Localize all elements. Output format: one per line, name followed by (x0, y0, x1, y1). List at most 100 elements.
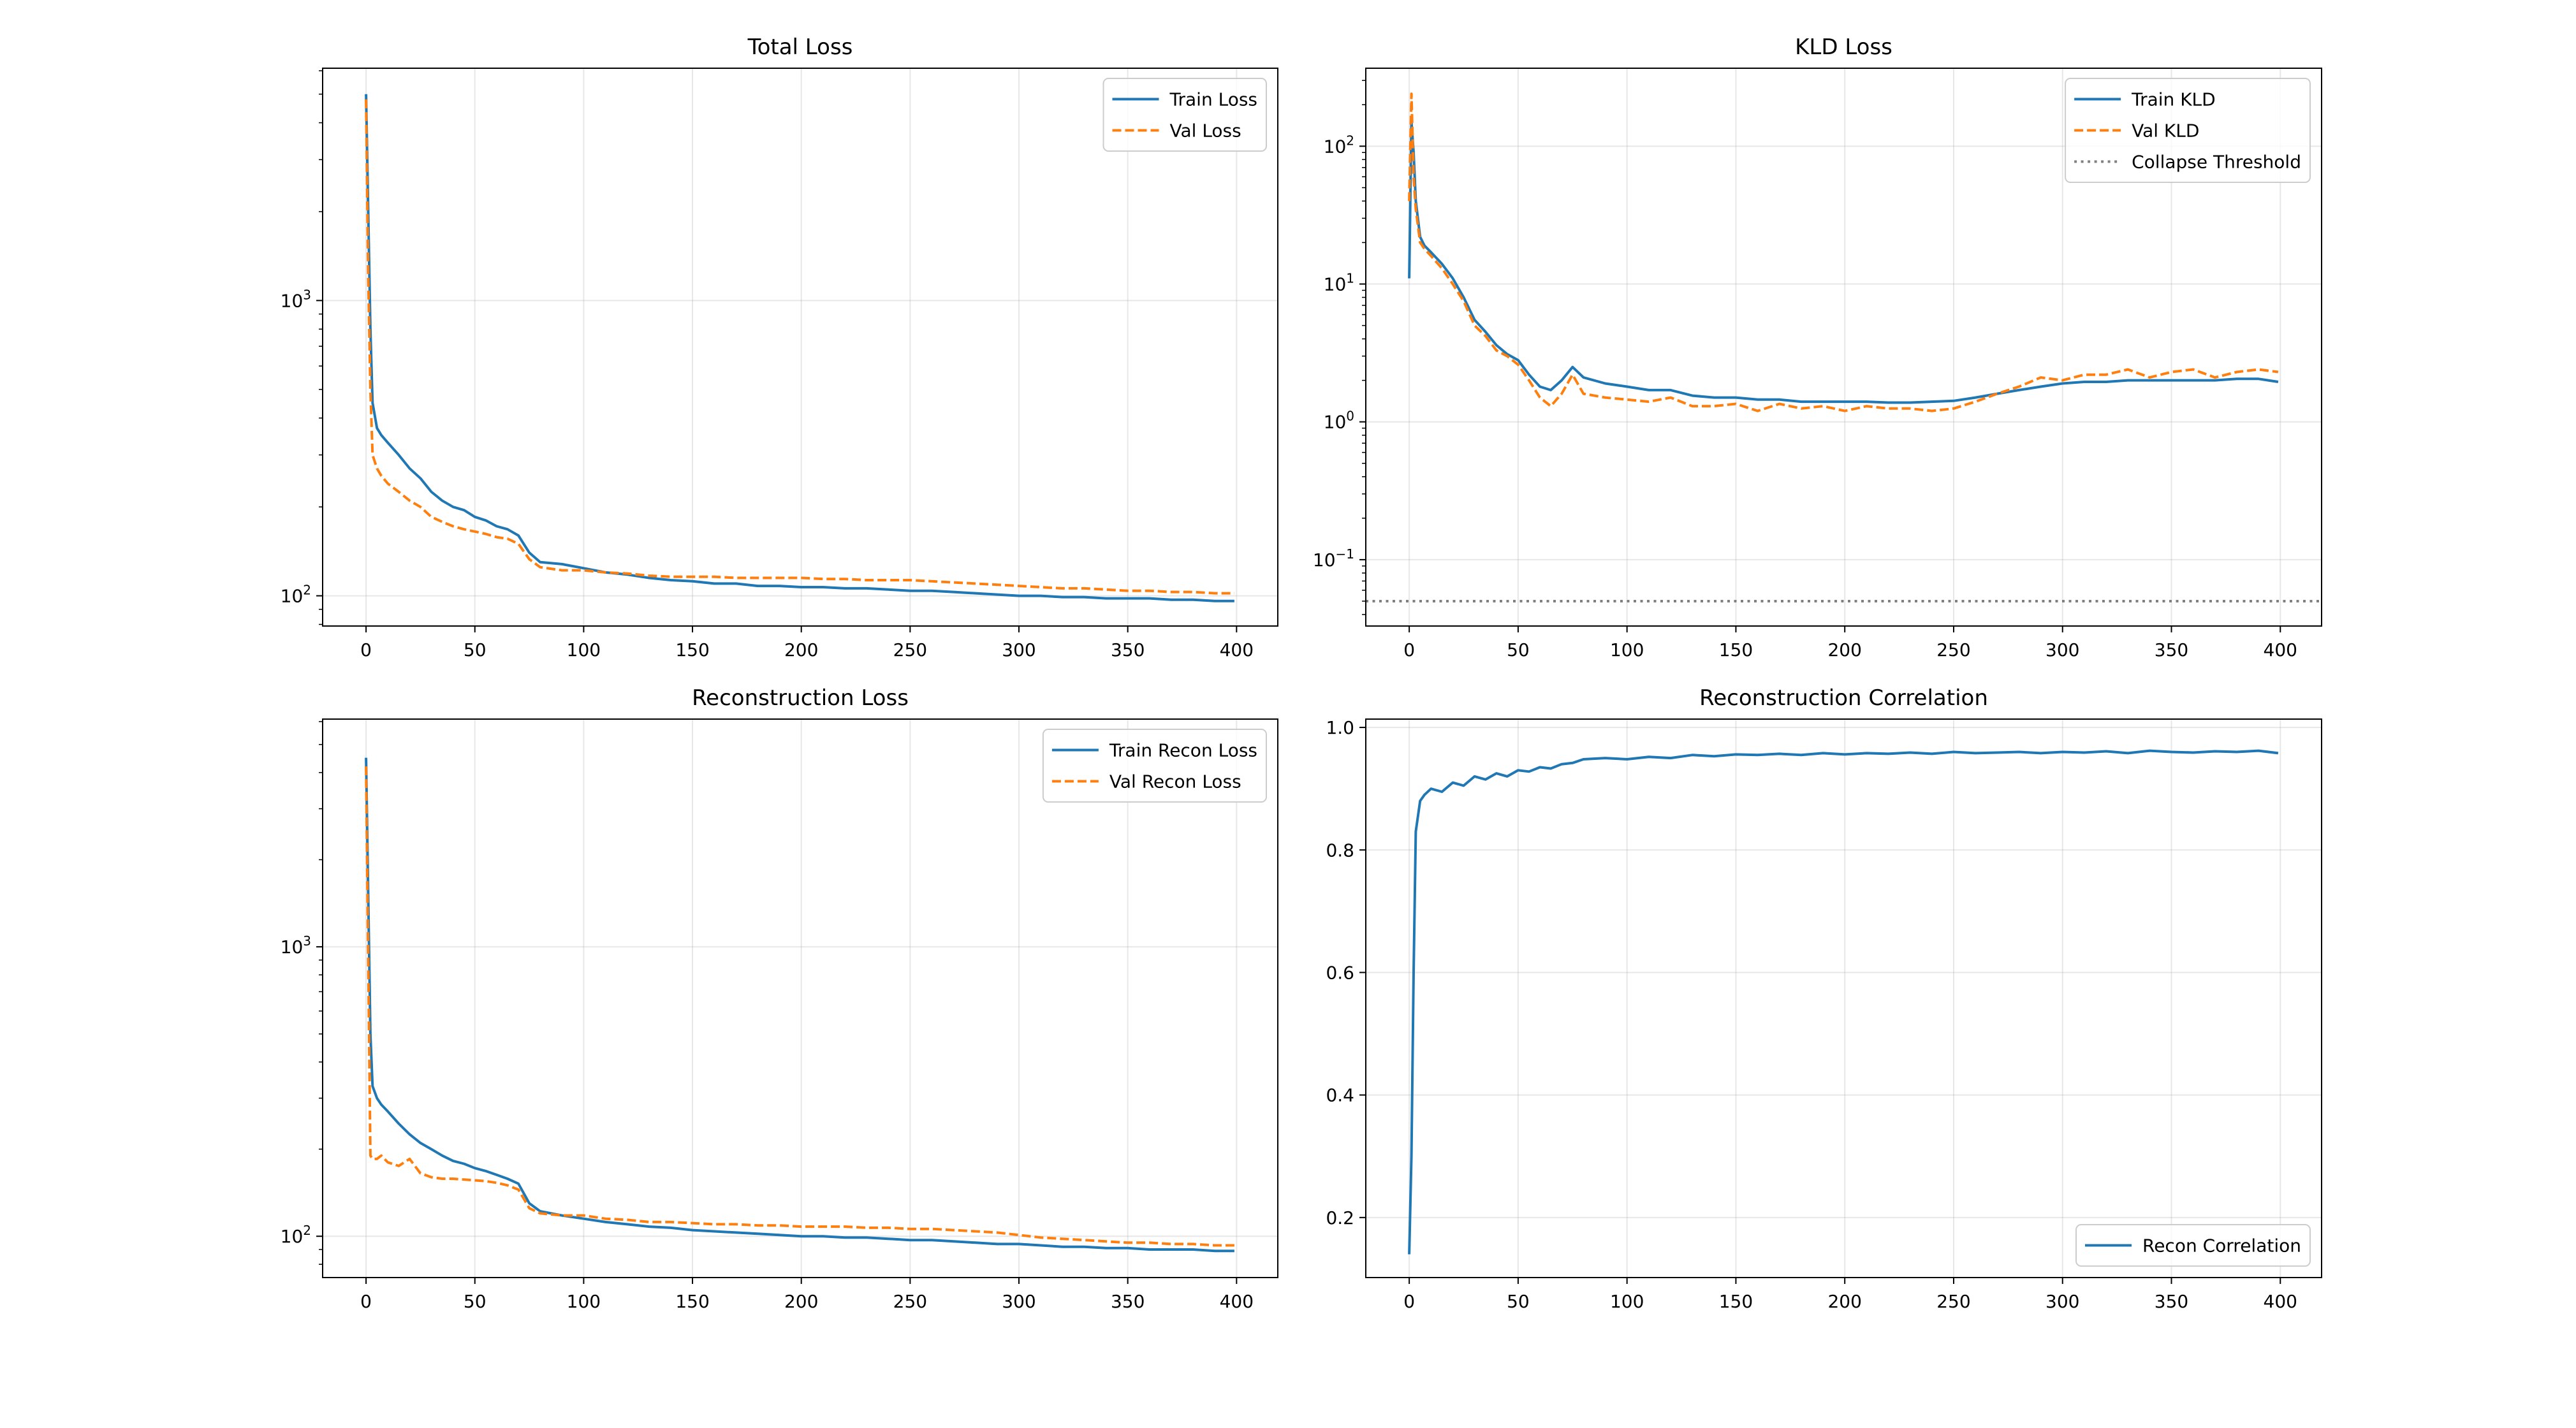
train-kld-line (1408, 120, 2279, 404)
y-tick-label-exponent: 1 (1346, 271, 1354, 286)
legend: Train Recon Loss Val Recon Loss (1042, 729, 1267, 803)
chart-title: Reconstruction Correlation (1699, 685, 1988, 711)
legend-label: Val Loss (1170, 120, 1241, 142)
legend-box (2065, 78, 2311, 183)
legend-label: Val Recon Loss (1109, 771, 1241, 792)
x-tick-label: 200 (1827, 639, 1861, 660)
y-tick-label: 0.2 (1326, 1207, 1354, 1228)
x-tick-label: 200 (1827, 1291, 1861, 1312)
x-tick-label: 150 (1719, 639, 1753, 660)
x-tick-label: 50 (1507, 639, 1530, 660)
x-tick-label: 50 (464, 1291, 487, 1312)
y-tick-label-base: 10 (281, 1226, 304, 1247)
legend-label: Train Recon Loss (1109, 740, 1257, 761)
legend: Train KLD Val KLD Collapse Threshold (2065, 78, 2311, 183)
x-tick-label: 350 (2155, 639, 2188, 660)
legend-label: Val KLD (2132, 120, 2199, 142)
x-tick-label: 250 (893, 1291, 927, 1312)
chart-title: KLD Loss (1795, 34, 1892, 60)
kld-loss-chart: 0 50 100 150 200 250 300 350 40010−1100101102KLD… (1313, 34, 2322, 660)
x-tick-label: 0 (360, 1291, 372, 1312)
y-tick-label-base: 10 (1313, 550, 1336, 571)
x-tick-label: 300 (2045, 1291, 2079, 1312)
x-tick-label: 350 (1111, 1291, 1145, 1312)
x-tick-label: 400 (2264, 639, 2297, 660)
x-tick-label: 0 (360, 639, 372, 660)
x-tick-label: 150 (675, 639, 709, 660)
axes-frame (1365, 68, 2322, 627)
y-tick-label-base: 10 (281, 586, 304, 607)
x-tick-label: 300 (1002, 1291, 1036, 1312)
legend-entry: Val KLD (2074, 120, 2199, 142)
legend-box (1102, 78, 1267, 152)
y-tick-label: 0.6 (1326, 962, 1354, 983)
y-tick-label-exponent: 2 (303, 1223, 311, 1238)
y-tick-label: 100 (1324, 409, 1354, 433)
x-tick-label: 350 (2155, 1291, 2188, 1312)
y-tick-label-base: 10 (1324, 274, 1347, 295)
x-tick-label: 100 (567, 1291, 601, 1312)
legend-label: Train Loss (1169, 89, 1258, 110)
y-tick-label-exponent: 2 (303, 583, 311, 598)
y-tick-label-exponent: −1 (1336, 546, 1354, 562)
x-tick-label: 150 (1719, 1291, 1753, 1312)
legend-label: Train KLD (2131, 89, 2216, 110)
y-tick-label: 1.0 (1326, 717, 1354, 738)
y-tick-label: 0.8 (1326, 840, 1354, 861)
reconstruction-loss-chart: 0 50 100 150 200 250 300 350 400102103Reconstruc… (281, 685, 1278, 1312)
chart-title: Total Loss (747, 34, 853, 60)
y-tick-label-exponent: 0 (1346, 409, 1354, 424)
x-tick-label: 0 (1403, 639, 1415, 660)
legend-entry: Val Recon Loss (1051, 771, 1241, 792)
x-tick-label: 400 (1220, 1291, 1254, 1312)
legend-entry: Collapse Threshold (2074, 152, 2301, 173)
reconstruction-correlation-chart: 0 50 100 150 200 250 300 350 400 0.2 0.4 0.6 0.8 1.0 R… (1326, 685, 2322, 1312)
train-loss-line (365, 94, 1234, 602)
axes-frame (322, 68, 1278, 627)
legend-box (2075, 1224, 2311, 1267)
legend-entry: Train Recon Loss (1051, 740, 1257, 761)
x-tick-label: 250 (1936, 1291, 1970, 1312)
x-tick-label: 100 (1610, 639, 1644, 660)
legend: Recon Correlation (2075, 1224, 2311, 1267)
y-tick-label-base: 10 (281, 936, 304, 958)
val-recon-loss-line (365, 766, 1234, 1247)
x-tick-label: 400 (2264, 1291, 2297, 1312)
y-tick-label: 102 (281, 583, 311, 607)
x-tick-label: 350 (1111, 639, 1145, 660)
legend: Train Loss Val Loss (1102, 78, 1267, 152)
y-tick-label: 103 (281, 933, 311, 958)
x-tick-label: 50 (464, 639, 487, 660)
y-tick-label: 102 (281, 1223, 311, 1247)
y-tick-label-exponent: 2 (1346, 133, 1354, 148)
legend-entry: Train KLD (2074, 89, 2216, 110)
legend-box (1042, 729, 1267, 803)
axes-frame (1365, 718, 2322, 1278)
x-tick-label: 0 (1403, 1291, 1415, 1312)
recon-correlation-line (1408, 749, 2279, 1255)
x-tick-label: 150 (675, 1291, 709, 1312)
y-tick-label-exponent: 3 (303, 933, 311, 949)
y-tick-label: 10−1 (1313, 546, 1354, 571)
y-tick-label-exponent: 3 (303, 287, 311, 302)
y-tick-label: 102 (1324, 133, 1354, 157)
val-loss-line (365, 99, 1234, 595)
y-tick-label: 0.4 (1326, 1085, 1354, 1106)
train-recon-loss-line (365, 757, 1234, 1253)
y-tick-label: 103 (281, 287, 311, 311)
chart-title: Reconstruction Loss (692, 685, 909, 711)
legend-label: Recon Correlation (2142, 1235, 2301, 1257)
x-tick-label: 250 (1936, 639, 1970, 660)
x-tick-label: 400 (1220, 639, 1254, 660)
val-kld-line (1408, 92, 2279, 412)
legend-entry: Recon Correlation (2085, 1235, 2301, 1257)
axes-frame (322, 718, 1278, 1278)
legend-label: Collapse Threshold (2132, 152, 2301, 173)
x-tick-label: 100 (1610, 1291, 1644, 1312)
x-tick-label: 200 (784, 639, 818, 660)
x-tick-label: 200 (784, 1291, 818, 1312)
y-tick-label-base: 10 (1324, 412, 1347, 433)
